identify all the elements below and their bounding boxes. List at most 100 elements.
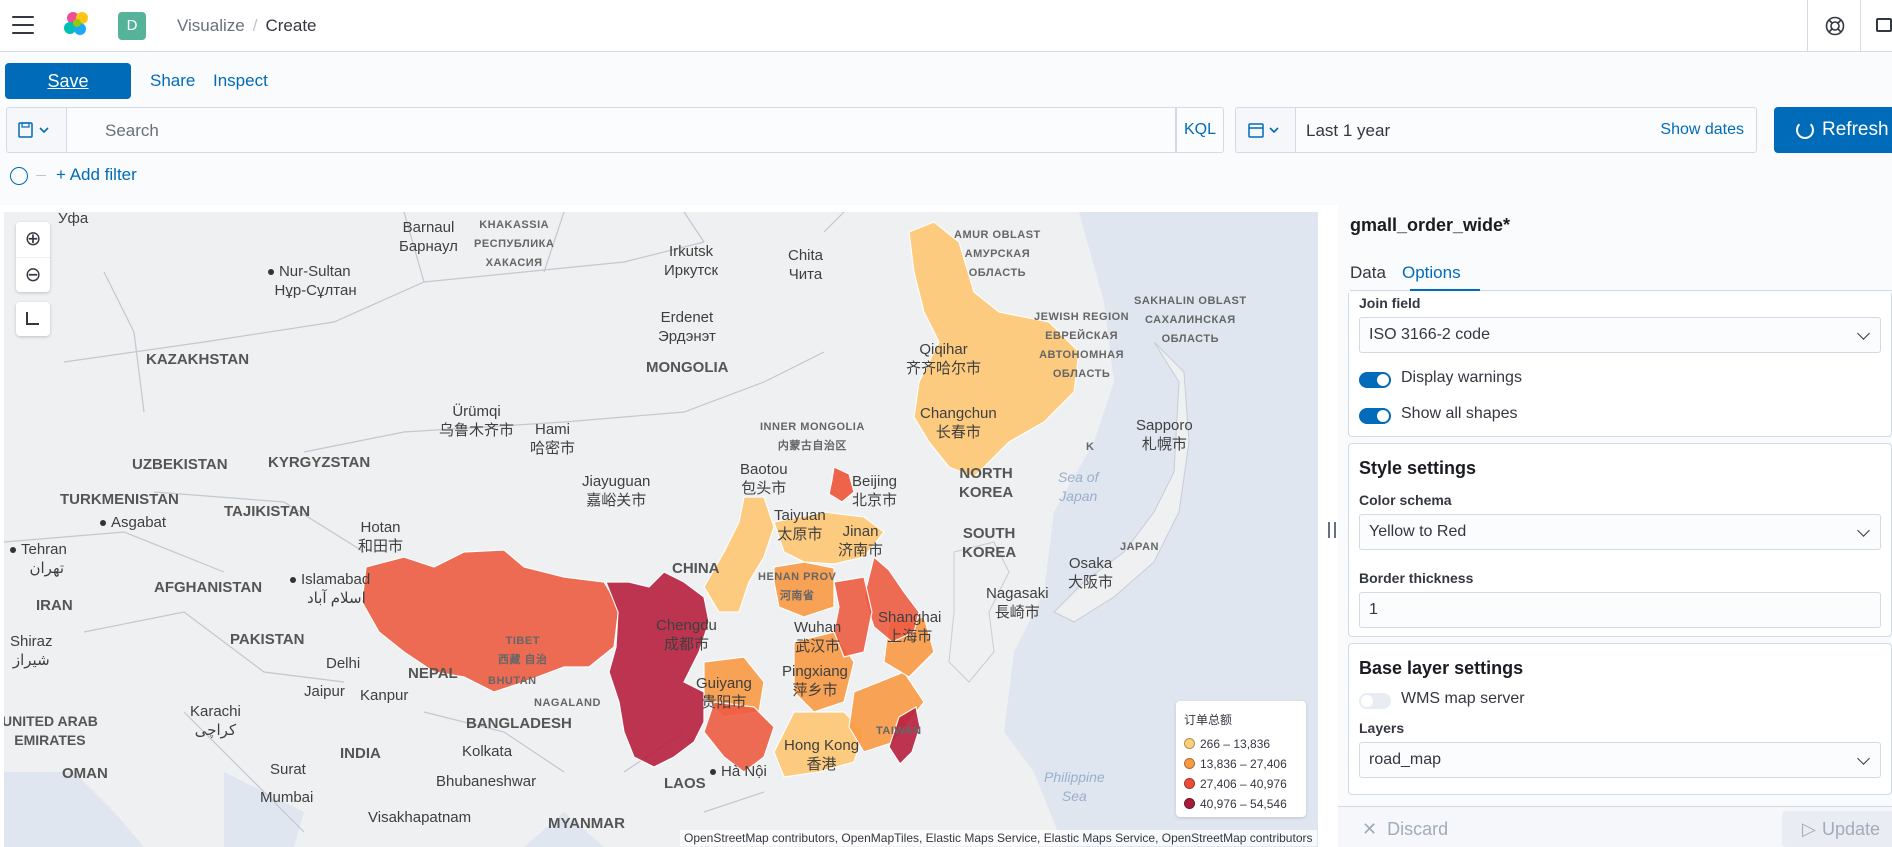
mail-icon[interactable] xyxy=(1876,18,1892,32)
map-label: Hà Nội xyxy=(710,762,767,781)
map-label: LAOS xyxy=(664,775,706,792)
chevron-down-icon xyxy=(1857,524,1870,537)
fit-data-bounds-button[interactable] xyxy=(16,302,50,336)
space-avatar[interactable]: D xyxy=(118,12,146,40)
map-label: AFGHANISTAN xyxy=(154,579,263,596)
legend-swatch xyxy=(1184,738,1195,749)
chevron-down-icon xyxy=(1857,327,1870,340)
legend-title: 订单总额 xyxy=(1184,713,1233,727)
map-label: Nur-Sultan Нұр-Сұлтан xyxy=(262,262,357,300)
menu-icon[interactable] xyxy=(12,16,34,34)
quick-menu-button[interactable] xyxy=(1235,107,1295,153)
panel-resize-handle[interactable] xyxy=(1328,522,1336,538)
more-options-icon[interactable]: ⋮ xyxy=(1884,213,1892,234)
toggle-switch[interactable] xyxy=(1359,693,1391,709)
color-schema-select[interactable]: Yellow to Red xyxy=(1359,514,1881,550)
tab-data[interactable]: Data xyxy=(1350,263,1386,282)
map-label: Osaka 大阪市 xyxy=(1068,555,1114,591)
save-button[interactable]: Save xyxy=(5,63,131,99)
elastic-logo-icon[interactable] xyxy=(62,9,92,39)
breadcrumb-separator: / xyxy=(252,16,258,35)
map-label: Kolkata xyxy=(462,743,513,760)
border-thickness-label: Border thickness xyxy=(1359,570,1474,586)
zoom-in-button[interactable]: ⊕ xyxy=(24,228,42,250)
map-canvas[interactable] xyxy=(4,212,1318,847)
saved-query-button[interactable] xyxy=(6,107,66,153)
save-disk-icon xyxy=(18,122,49,138)
map-label: Kanpur xyxy=(360,687,409,704)
time-range-text[interactable]: Last 1 year xyxy=(1306,121,1391,140)
map-label: NEPAL xyxy=(408,665,458,682)
map-label: Asgabat xyxy=(100,513,166,532)
discard-button[interactable]: ✕ Discard xyxy=(1362,819,1449,839)
query-bar: Search KQL Last 1 year Show dates Refres… xyxy=(0,103,1892,159)
map-label: Islamabad اسلام آباد xyxy=(290,570,370,608)
show-dates-link[interactable]: Show dates xyxy=(1660,121,1744,138)
map-label: CHINA xyxy=(672,560,720,577)
date-picker[interactable]: Last 1 year Show dates xyxy=(1295,107,1757,153)
calendar-icon xyxy=(1248,123,1279,138)
map-label: JAPAN xyxy=(1120,541,1159,553)
map-label: Baotou 包头市 xyxy=(740,461,788,497)
layers-label: Layers xyxy=(1359,720,1405,736)
breadcrumb-visualize[interactable]: Visualize xyxy=(177,16,245,35)
map-attribution[interactable]: OpenStreetMap contributors, OpenMapTiles… xyxy=(680,830,1317,846)
map-label: Qiqihar 齐齐哈尔市 xyxy=(906,341,982,377)
crop-icon xyxy=(26,312,39,325)
map-label: Erdenet Эрдэнэт xyxy=(658,309,716,345)
toggle-switch[interactable] xyxy=(1359,408,1391,424)
map-label: Sea of Japan xyxy=(1058,469,1099,504)
map-label: Nagasaki 長崎市 xyxy=(986,585,1049,621)
zoom-out-button[interactable]: ⊖ xyxy=(16,257,50,292)
search-input[interactable]: Search xyxy=(66,107,1176,153)
map-label: Jaipur xyxy=(304,683,345,700)
map-label: Sapporo 札幌市 xyxy=(1136,417,1193,453)
tab-options[interactable]: Options xyxy=(1402,263,1461,282)
app-header: D Visualize / Create xyxy=(0,0,1892,52)
map-legend: 订单总额 266 – 13,836 13,836 – 27,406 27,406… xyxy=(1176,701,1306,817)
join-field-label: Join field xyxy=(1359,295,1421,311)
map-label: Ürümqi 乌鲁木齐市 xyxy=(439,403,515,439)
header-divider xyxy=(1807,0,1808,52)
map-label: Beijing 北京市 xyxy=(852,473,898,509)
inspect-link[interactable]: Inspect xyxy=(213,71,268,90)
filter-options-icon[interactable] xyxy=(10,167,28,185)
play-icon: ▷ xyxy=(1802,819,1816,839)
region-map[interactable]: ⊕ ⊖ Уфа Barnaul Барнаул KHAKASSIA РЕСПУБЛИ… xyxy=(4,212,1318,847)
map-label: MONGOLIA xyxy=(646,359,729,376)
map-label: KYRGYZSTAN xyxy=(268,454,371,471)
refresh-icon xyxy=(1796,121,1814,139)
share-link[interactable]: Share xyxy=(150,71,196,90)
toggle-switch[interactable] xyxy=(1359,372,1391,388)
editor-tabs: Data Options xyxy=(1350,257,1892,291)
border-thickness-input[interactable]: 1 xyxy=(1359,592,1881,628)
filter-bar: + Add filter xyxy=(0,159,1892,205)
active-tab-indicator xyxy=(1410,289,1480,291)
style-settings-title: Style settings xyxy=(1359,458,1477,478)
update-button[interactable]: ▷ Update xyxy=(1782,811,1892,847)
map-label: SOUTH KOREA xyxy=(962,525,1017,561)
map-label: Mumbai xyxy=(260,789,314,806)
legend-swatch xyxy=(1184,778,1195,789)
map-label: Jiayuguan 嘉峪关市 xyxy=(582,473,651,509)
map-label: PAKISTAN xyxy=(230,631,305,648)
map-label: KAZAKHSTAN xyxy=(146,351,250,368)
legend-swatch xyxy=(1184,798,1195,809)
filter-divider xyxy=(36,175,46,176)
join-field-select[interactable]: ISO 3166-2 code xyxy=(1359,317,1881,353)
refresh-button[interactable]: Refresh xyxy=(1774,107,1892,153)
help-icon[interactable] xyxy=(1824,15,1846,37)
editor-footer: ✕ Discard ▷ Update xyxy=(1338,806,1892,847)
map-label: JEWISH REGION ЕВРЕЙСКАЯ АВТОНОМНАЯ ОБЛАСТЬ xyxy=(1034,311,1130,380)
header-divider xyxy=(1860,0,1861,52)
search-placeholder: Search xyxy=(105,121,159,140)
map-label: Changchun 长春市 xyxy=(920,405,997,441)
query-language-button[interactable]: KQL xyxy=(1176,107,1224,153)
map-label: NORTH KOREA xyxy=(959,465,1014,501)
layers-select[interactable]: road_map xyxy=(1359,742,1881,778)
map-label: NAGALAND xyxy=(534,697,601,709)
map-label: Chengdu 成都市 xyxy=(656,617,717,653)
map-label: Guiyang 贵阳市 xyxy=(696,675,752,711)
add-filter-button[interactable]: + Add filter xyxy=(56,165,137,184)
map-label: IRAN xyxy=(36,597,73,614)
